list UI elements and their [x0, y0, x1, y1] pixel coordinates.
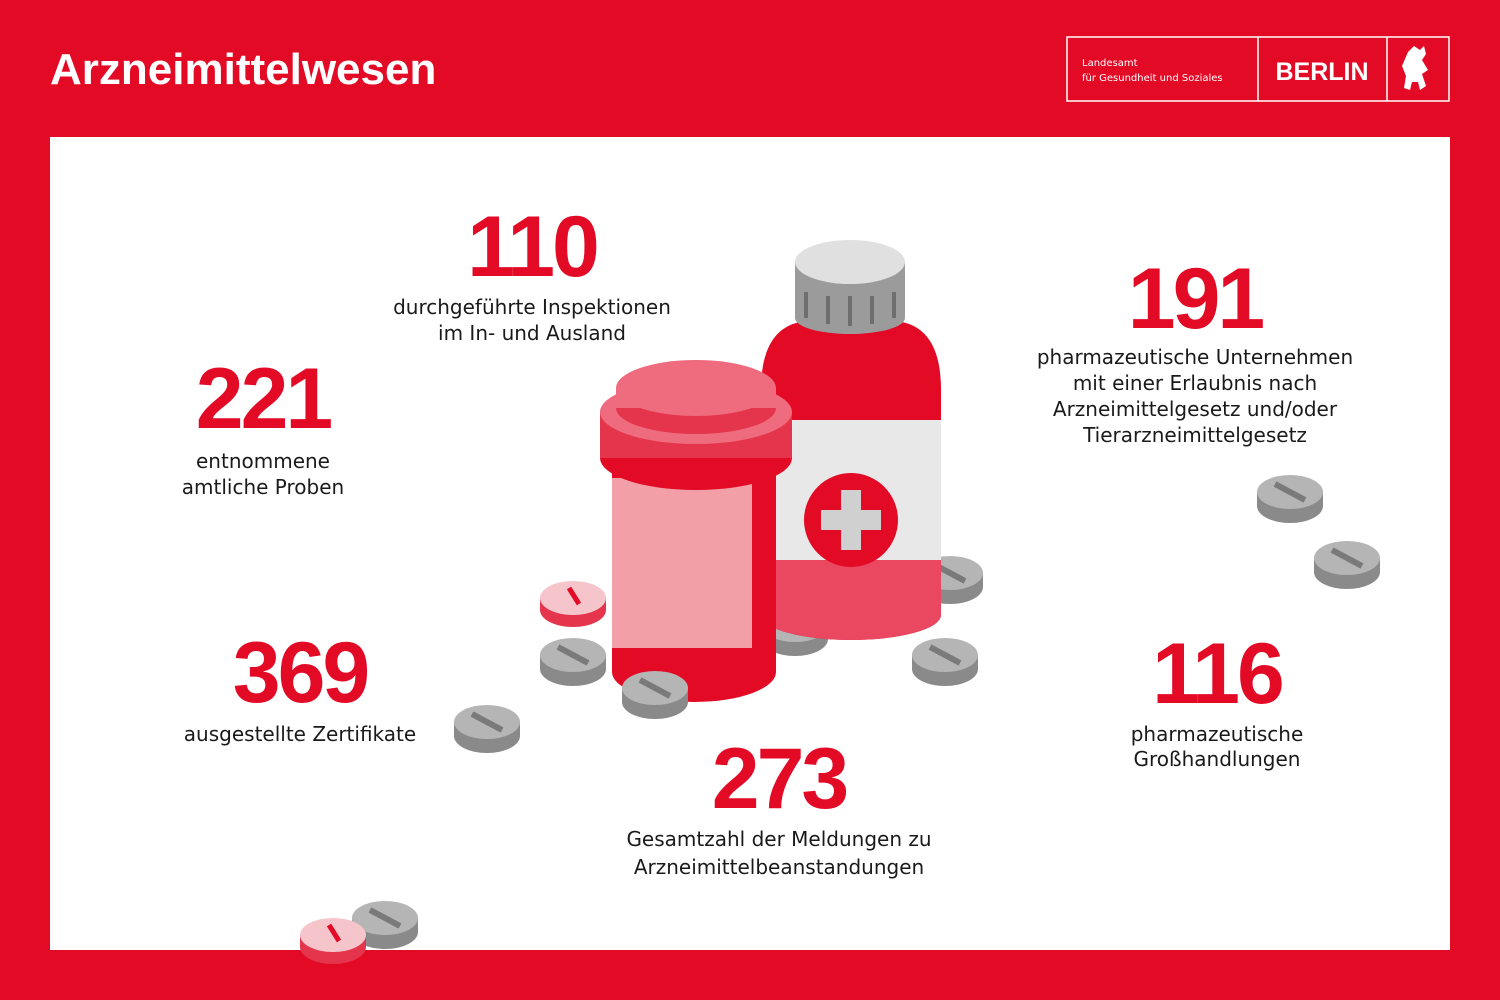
- stat: 273 Gesamtzahl der Meldungen zu Arzneimi…: [626, 731, 931, 879]
- stat-label: entnommene: [196, 449, 330, 473]
- pill: [1314, 541, 1380, 589]
- stat-label: durchgeführte Inspektionen: [393, 295, 671, 319]
- pill: [622, 671, 688, 719]
- stat-label: Arzneimittelbeanstandungen: [634, 855, 924, 879]
- page-title: Arzneimittelwesen: [50, 45, 436, 94]
- stat: 221 entnommene amtliche Proben: [182, 351, 344, 499]
- stat: 369 ausgestellte Zertifikate: [184, 625, 416, 746]
- pill: [912, 638, 978, 686]
- pill: [300, 918, 366, 964]
- stat-value: 110: [467, 199, 597, 295]
- stat-label: Tierarzneimittelgesetz: [1082, 423, 1307, 447]
- stat-label: ausgestellte Zertifikate: [184, 722, 416, 746]
- logo: Landesamt für Gesundheit und Soziales BE…: [1066, 36, 1450, 102]
- stat-value: 191: [1128, 251, 1264, 347]
- stat: 191 pharmazeutische Unternehmen mit eine…: [1037, 251, 1353, 447]
- stat-label: im In- und Ausland: [438, 321, 626, 345]
- illustration: [300, 240, 1380, 964]
- logo-city: BERLIN: [1275, 58, 1368, 86]
- stat-label: mit einer Erlaubnis nach: [1073, 371, 1317, 395]
- pill-jar: [600, 360, 792, 702]
- pill: [1257, 475, 1323, 523]
- stat-value: 221: [196, 351, 332, 447]
- stat-value: 116: [1152, 626, 1282, 722]
- stat-label: Gesamtzahl der Meldungen zu: [626, 827, 931, 851]
- stat-label: amtliche Proben: [182, 475, 344, 499]
- stat-value: 273: [712, 731, 847, 827]
- stat: 116 pharmazeutische Großhandlungen: [1131, 626, 1304, 771]
- pill: [454, 705, 520, 753]
- pill: [540, 581, 606, 627]
- stat-label: Arzneimittelgesetz und/oder: [1053, 397, 1338, 421]
- logo-text: für Gesundheit und Soziales: [1082, 73, 1223, 84]
- stat-label: pharmazeutische Unternehmen: [1037, 345, 1353, 369]
- stat-value: 369: [233, 625, 368, 721]
- stat: 110 durchgeführte Inspektionen im In- un…: [393, 199, 671, 345]
- pill: [540, 638, 606, 686]
- stat-label: Großhandlungen: [1133, 747, 1300, 771]
- logo-text: Landesamt: [1082, 58, 1138, 69]
- bear-icon: [1402, 46, 1428, 90]
- stat-label: pharmazeutische: [1131, 722, 1304, 746]
